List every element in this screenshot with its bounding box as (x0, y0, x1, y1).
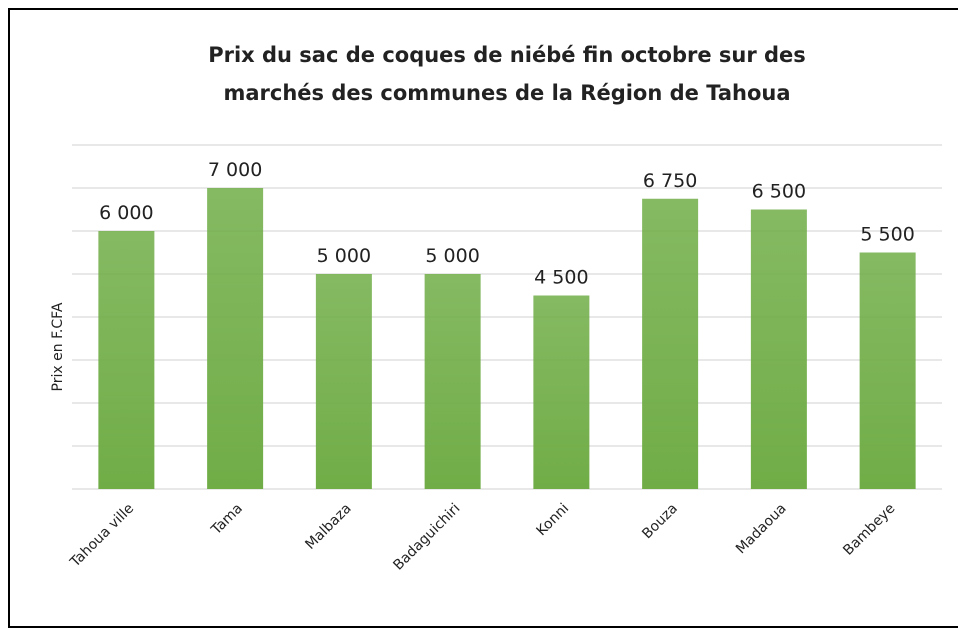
x-tick-label: Tahoua ville (67, 501, 138, 572)
data-label: 4 500 (534, 267, 588, 289)
x-tick-label: Badaguichiri (390, 501, 463, 574)
data-label: 5 500 (860, 224, 914, 246)
x-tick-label: Bambeye (840, 501, 898, 559)
x-tick-label: Bouza (639, 501, 681, 543)
data-label: 7 000 (208, 159, 262, 181)
data-label: 6 500 (752, 181, 806, 203)
bar (533, 295, 590, 489)
bar (859, 252, 916, 489)
x-tick-label: Madaoua (733, 501, 790, 558)
chart-title: Prix du sac de coques de niébé fin octob… (208, 43, 806, 105)
bar (315, 274, 372, 489)
bar (98, 231, 155, 489)
data-label: 5 000 (317, 245, 371, 267)
data-label: 6 750 (643, 170, 697, 192)
bar (207, 188, 264, 489)
y-axis-label: Prix en F.CFA (50, 302, 66, 391)
data-label: 6 000 (99, 202, 153, 224)
bar (424, 274, 481, 489)
x-tick-label: Konni (534, 501, 573, 540)
data-label: 5 000 (425, 245, 479, 267)
bar (750, 209, 807, 489)
x-tick-label: Malbaza (302, 501, 354, 553)
bar (642, 198, 699, 489)
x-tick-label: Tama (208, 501, 246, 539)
